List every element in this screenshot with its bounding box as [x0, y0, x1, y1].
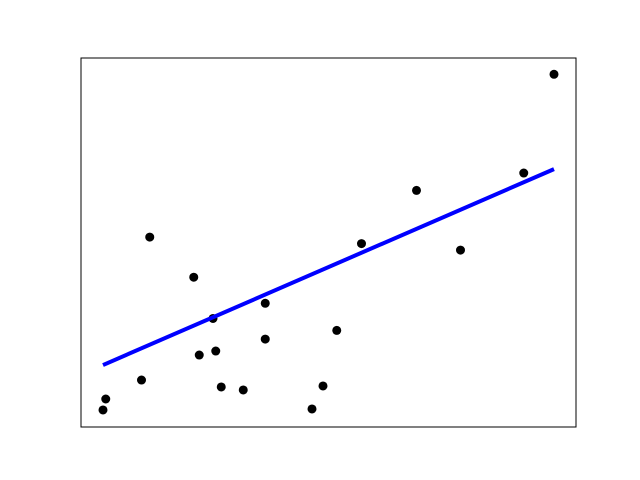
data-point — [332, 325, 342, 335]
data-point — [549, 69, 559, 79]
data-point — [456, 245, 465, 255]
data-point — [145, 232, 155, 242]
data-point — [238, 385, 248, 395]
data-point — [260, 334, 270, 344]
data-point — [519, 168, 529, 178]
data-point — [318, 381, 328, 391]
data-point — [211, 346, 221, 356]
data-point — [216, 382, 226, 392]
data-point — [260, 298, 270, 308]
data-point — [412, 185, 421, 195]
regression-line — [102, 167, 555, 367]
data-point — [307, 404, 317, 414]
data-point — [137, 375, 146, 385]
data-point — [101, 394, 111, 404]
data-point — [189, 272, 199, 282]
plot-area — [80, 57, 577, 428]
data-point — [357, 239, 366, 249]
data-point — [98, 405, 108, 415]
data-point — [194, 350, 204, 360]
